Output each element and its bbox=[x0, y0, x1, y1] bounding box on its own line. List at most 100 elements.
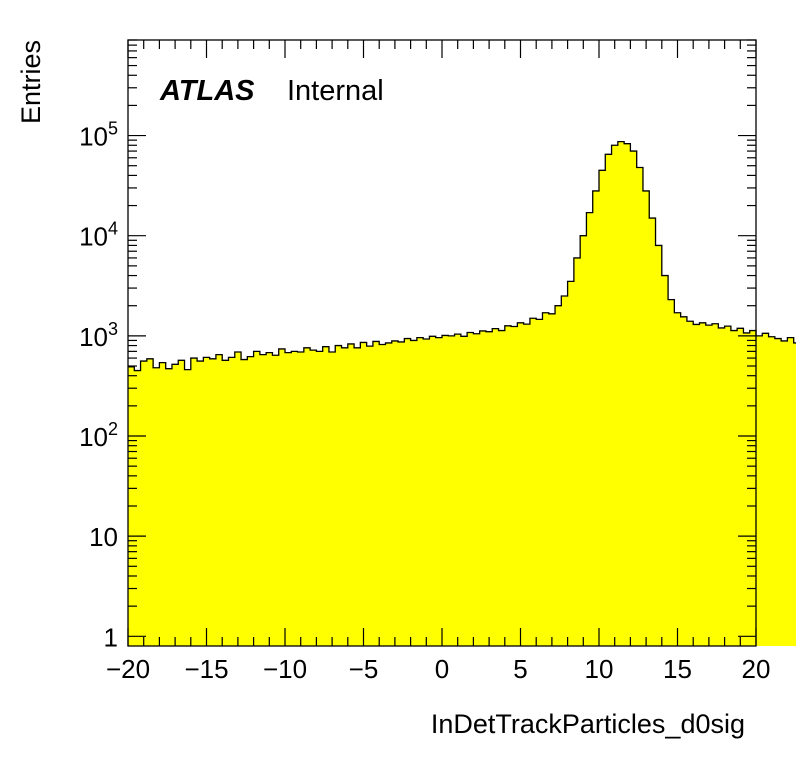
histogram-bin bbox=[297, 351, 305, 646]
histogram-bin bbox=[272, 355, 280, 646]
histogram-bin bbox=[580, 235, 588, 647]
axis-ticks bbox=[127, 39, 757, 646]
histogram-bin bbox=[322, 346, 330, 646]
histogram-bin bbox=[291, 351, 299, 646]
histogram-bin bbox=[354, 347, 361, 646]
histogram-bin bbox=[429, 336, 437, 646]
histogram-bin bbox=[636, 167, 644, 646]
histogram-bin bbox=[222, 360, 230, 646]
x-tick-labels: −20 −15 −10 −5 0 5 10 15 20 bbox=[106, 654, 771, 684]
histogram-bin bbox=[310, 350, 317, 646]
histogram-bin bbox=[756, 335, 763, 646]
histogram-bin bbox=[460, 336, 468, 646]
histogram-bin bbox=[146, 358, 154, 646]
histogram-bin bbox=[743, 332, 751, 646]
histogram-bin bbox=[328, 351, 336, 646]
histogram-bin bbox=[793, 342, 796, 646]
histogram-bin bbox=[203, 357, 211, 646]
histogram-bin bbox=[209, 358, 217, 646]
histogram-bin bbox=[153, 367, 160, 646]
histogram-bin bbox=[190, 358, 198, 646]
histogram-bin bbox=[479, 330, 487, 646]
x-tick-label: 10 bbox=[585, 654, 614, 684]
histogram-bin bbox=[573, 257, 581, 646]
histogram-bin bbox=[655, 245, 663, 646]
histogram-bin bbox=[762, 333, 770, 646]
histogram-bin bbox=[247, 356, 255, 646]
histogram-bin bbox=[278, 348, 286, 646]
histogram-bin bbox=[705, 325, 713, 646]
histogram-bin bbox=[774, 338, 782, 646]
histogram-bin bbox=[335, 345, 343, 646]
histogram-bin bbox=[215, 354, 223, 646]
histogram-bin bbox=[448, 335, 456, 646]
x-tick-label: −5 bbox=[349, 654, 379, 684]
histogram-bin bbox=[548, 313, 556, 646]
histogram-bin bbox=[253, 351, 261, 646]
histogram-bin bbox=[668, 299, 675, 646]
histogram-bin bbox=[630, 151, 638, 647]
histogram-bin bbox=[134, 370, 142, 646]
histogram-bin bbox=[674, 312, 682, 646]
histogram-bin bbox=[197, 361, 204, 646]
histogram-bin bbox=[529, 318, 537, 646]
histogram-bin bbox=[768, 336, 776, 646]
histogram-bin bbox=[730, 330, 738, 646]
histogram-bin bbox=[649, 218, 657, 646]
histogram-bin bbox=[435, 337, 443, 646]
histogram-bin bbox=[737, 328, 745, 646]
atlas-label: ATLAS bbox=[159, 75, 255, 107]
histogram-bin bbox=[787, 337, 795, 646]
y-tick-label: 1 bbox=[104, 622, 118, 652]
histogram-bin bbox=[391, 340, 399, 646]
histogram-bin bbox=[379, 344, 387, 646]
histogram-bin bbox=[266, 352, 274, 646]
histogram-bin bbox=[234, 351, 242, 646]
histogram-bin bbox=[178, 360, 186, 646]
histogram-bin bbox=[485, 331, 493, 646]
histogram-bin bbox=[416, 337, 424, 646]
histogram-bin bbox=[555, 305, 562, 646]
histogram-bin bbox=[567, 281, 575, 646]
x-tick-label: 20 bbox=[742, 654, 771, 684]
histogram-bin bbox=[423, 339, 431, 646]
histogram-bin bbox=[140, 361, 148, 646]
histogram-bin bbox=[511, 326, 518, 646]
histogram-bin bbox=[680, 316, 688, 646]
histogram-bin bbox=[303, 347, 311, 646]
x-tick-label: 5 bbox=[513, 654, 527, 684]
histogram-bin bbox=[693, 324, 701, 646]
y-tick-label: 105 bbox=[79, 119, 118, 152]
histogram-bin bbox=[642, 190, 650, 646]
histogram-bin bbox=[454, 334, 462, 646]
histogram-bin bbox=[718, 327, 726, 646]
x-tick-label: −15 bbox=[184, 654, 228, 684]
histogram-bin bbox=[442, 335, 449, 646]
x-tick-label: −10 bbox=[263, 654, 307, 684]
histogram-bin bbox=[523, 324, 531, 646]
histogram-bin bbox=[316, 351, 324, 646]
histogram-bin bbox=[366, 346, 374, 646]
x-tick-label: 15 bbox=[663, 654, 692, 684]
histogram-bin bbox=[171, 364, 179, 646]
histogram-bin bbox=[661, 275, 669, 646]
histogram-bars bbox=[128, 141, 796, 647]
histogram-bin bbox=[259, 354, 267, 646]
histogram-bin bbox=[467, 332, 474, 646]
histogram-bin bbox=[372, 341, 380, 646]
internal-label: Internal bbox=[287, 75, 384, 107]
histogram-bin bbox=[712, 323, 719, 646]
histogram-bin bbox=[228, 357, 236, 646]
x-tick-label: 0 bbox=[435, 654, 449, 684]
histogram-bin bbox=[360, 342, 368, 646]
histogram-bin bbox=[536, 319, 544, 646]
histogram-bin bbox=[341, 347, 349, 646]
y-axis-title: Entries bbox=[16, 40, 46, 124]
histogram-bin bbox=[542, 312, 550, 646]
histogram-bin bbox=[781, 340, 788, 646]
histogram-bin bbox=[159, 362, 167, 646]
histogram-bin bbox=[611, 145, 619, 647]
histogram-bin bbox=[404, 338, 412, 646]
x-tick-label: −20 bbox=[106, 654, 150, 684]
